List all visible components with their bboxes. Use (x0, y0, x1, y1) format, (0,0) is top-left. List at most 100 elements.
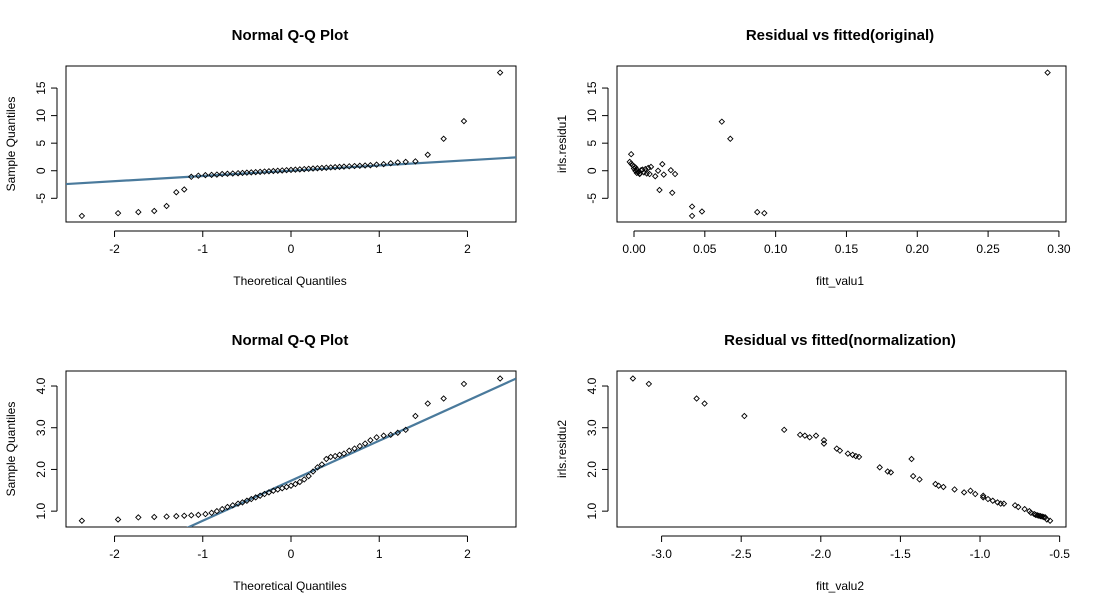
data-point (351, 445, 358, 452)
data-point (135, 514, 142, 521)
data-point (659, 160, 666, 168)
chart-title: Normal Q-Q Plot (232, 332, 349, 349)
data-point (180, 512, 188, 519)
y-tick-label: 5 (34, 140, 48, 147)
data-point (412, 412, 419, 420)
y-tick-label: 5 (585, 140, 599, 147)
data-point (876, 464, 883, 471)
y-tick-label: 15 (34, 81, 48, 95)
data-point (256, 492, 264, 499)
data-point (646, 170, 653, 178)
data-point (213, 507, 221, 515)
x-tick-label: -2 (109, 547, 120, 561)
data-point (801, 432, 809, 439)
data-point (356, 442, 364, 450)
data-point (252, 494, 259, 501)
data-point (261, 490, 268, 498)
data-point (627, 150, 635, 158)
data-layer (78, 375, 516, 527)
chart-title: Residual vs fitted(normalization) (724, 332, 956, 349)
data-point (424, 400, 432, 407)
data-point (989, 497, 996, 504)
data-point (718, 118, 726, 125)
data-point (979, 494, 987, 501)
data-point (173, 188, 180, 196)
x-tick-label: 0.10 (764, 242, 788, 256)
data-point (202, 510, 209, 518)
x-tick-label: -1.5 (890, 547, 911, 561)
data-point (424, 151, 432, 158)
data-layer (66, 69, 516, 220)
data-point (361, 440, 369, 447)
qq-plot-normalized: Normal Q-Q Plot Theoretical Quantiles Sa… (4, 332, 517, 593)
data-point (820, 440, 828, 447)
x-axis-label: fitt_valu1 (816, 274, 864, 288)
data-point (296, 166, 304, 173)
data-point (402, 426, 409, 434)
data-point (327, 164, 334, 171)
x-tick-label: 2 (464, 547, 471, 561)
data-point (265, 168, 273, 175)
data-point (916, 476, 923, 483)
data-point (844, 450, 852, 457)
data-point (972, 490, 979, 498)
data-point (647, 163, 655, 171)
x-tick-label: 0.00 (622, 242, 646, 256)
data-point (671, 170, 679, 178)
data-point (340, 450, 348, 457)
data-point (496, 375, 504, 382)
x-tick-label: -2 (109, 242, 120, 256)
data-point (248, 495, 255, 503)
data-point (252, 168, 259, 176)
data-point (283, 166, 290, 174)
qq-reference-line (66, 156, 516, 186)
data-point (292, 480, 299, 488)
data-point (274, 167, 282, 174)
data-point (202, 171, 209, 179)
y-tick-label: 3.0 (34, 419, 48, 436)
data-point (323, 164, 330, 171)
data-point (78, 212, 86, 220)
x-tick-label: 0.05 (693, 242, 717, 256)
y-axis-label: irls.residu1 (555, 115, 569, 173)
data-point (270, 167, 277, 175)
data-point (979, 492, 987, 499)
residual-vs-fitted-normalized: Residual vs fitted(normalization) fitt_v… (555, 332, 1070, 593)
data-point (173, 512, 180, 520)
x-tick-label: -2.5 (731, 547, 752, 561)
data-point (367, 437, 374, 444)
data-point (656, 186, 663, 194)
x-tick-label: -2.0 (810, 547, 831, 561)
data-point (1046, 517, 1054, 524)
data-point (300, 476, 308, 483)
data-point (256, 168, 264, 176)
data-point (318, 164, 326, 172)
data-point (287, 166, 295, 174)
data-point (373, 434, 380, 441)
data-point (309, 165, 317, 172)
data-point (812, 432, 820, 439)
data-point (314, 464, 321, 471)
data-point (248, 169, 255, 176)
y-tick-label: 0 (585, 167, 599, 174)
y-tick-label: -5 (34, 193, 48, 204)
data-point (287, 482, 295, 489)
data-point (218, 505, 226, 513)
x-tick-label: -0.5 (1049, 547, 1070, 561)
plot-frame (616, 370, 1067, 528)
residual-vs-fitted-original: Residual vs fitted(original) fitt_valu1 … (555, 27, 1071, 288)
x-tick-label: 2 (464, 242, 471, 256)
data-point (351, 162, 358, 170)
data-point (318, 461, 326, 468)
y-tick-label: 2.0 (585, 461, 599, 478)
qq-plot-original: Normal Q-Q Plot Theoretical Quantiles Sa… (4, 27, 517, 288)
data-point (967, 487, 974, 494)
data-point (261, 168, 268, 175)
data-point (229, 502, 237, 509)
data-point (984, 495, 992, 503)
data-point (994, 499, 1001, 506)
data-point (114, 516, 122, 523)
data-point (336, 163, 343, 171)
data-point (373, 161, 380, 168)
data-layer (626, 69, 1051, 220)
